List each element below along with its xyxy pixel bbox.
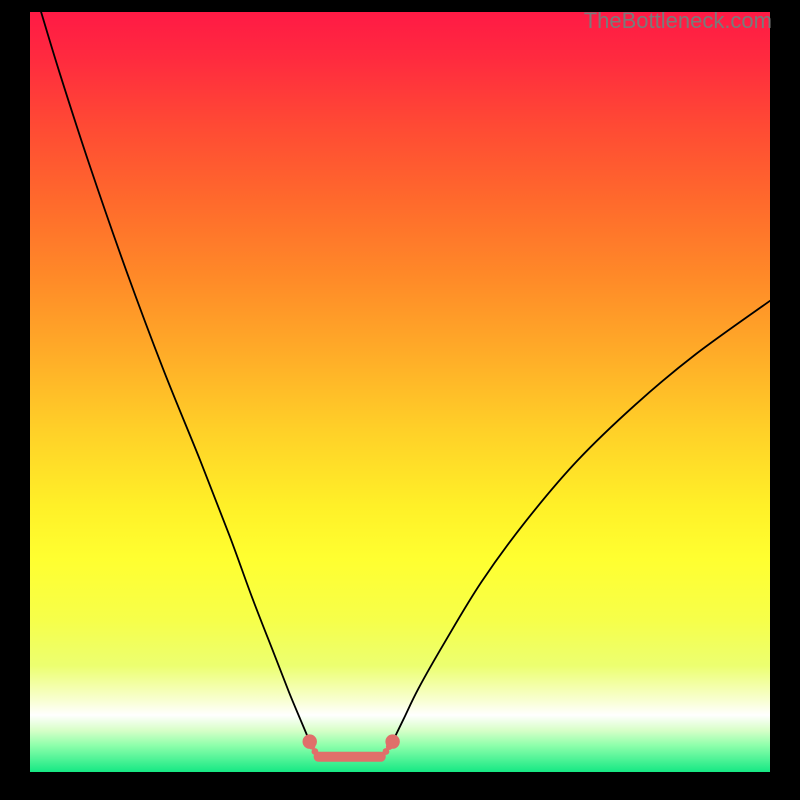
gradient-background <box>30 12 770 772</box>
marker-dot-left-2 <box>315 752 322 759</box>
watermark-text: TheBottleneck.com <box>584 8 772 34</box>
bottleneck-plot <box>0 0 800 800</box>
chart-frame: TheBottleneck.com <box>0 0 800 800</box>
marker-dot-right-2 <box>386 743 393 750</box>
